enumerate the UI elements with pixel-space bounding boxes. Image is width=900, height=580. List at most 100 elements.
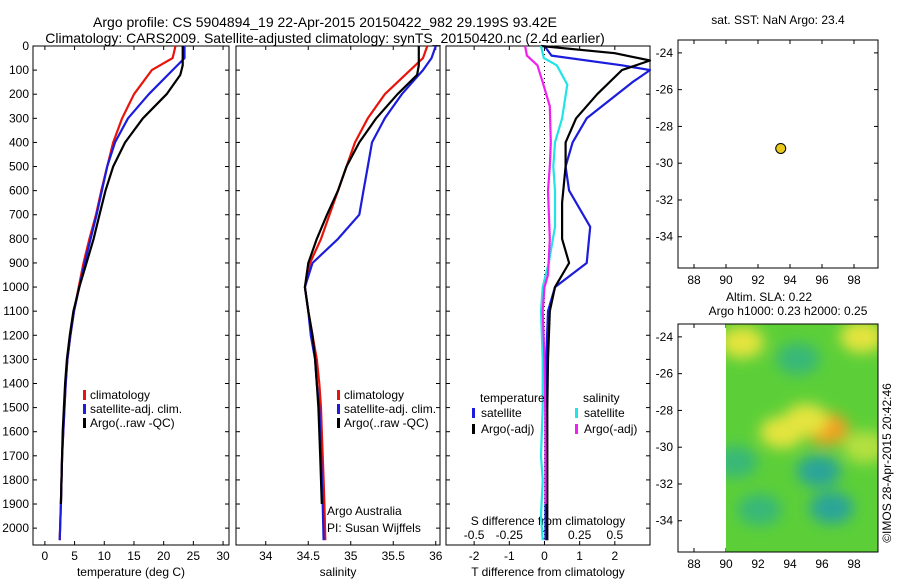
y-tick-label: 1400 [2,376,29,390]
x-axis-label: salinity [320,565,357,579]
heatmap-cell [737,493,782,526]
legend-header: temperature [480,391,545,405]
legend-swatch [472,424,475,434]
x-tick-label: 88 [687,273,701,287]
heatmap-cell [840,324,878,353]
series-line [303,46,420,505]
y-tick-label: -24 [656,330,674,344]
y-tick-label: 600 [9,184,29,198]
y-tick-label: 1200 [2,328,29,342]
legend-label: Argo(-adj) [481,422,534,436]
sla-title-line1: Altim. SLA: 0.22 [726,290,812,304]
y-tick-label: 1800 [2,473,29,487]
y-tick-label: 2000 [2,521,29,535]
x-tick-label: 15 [127,549,141,563]
y-tick-label: -32 [656,477,674,491]
y-tick-label: 1600 [2,425,29,439]
legend-swatch [575,408,578,418]
legend-swatch [83,390,86,400]
y-tick-label: -30 [656,440,674,454]
x-tick-label: 96 [815,557,829,571]
y-tick-label: 1700 [2,449,29,463]
legend-swatch [337,418,340,428]
sla-map: 88 90 92 94 96 98 -24 -26 -28 -30 -32 -34 Altim. SLA… [656,290,879,571]
argo-position-marker [775,142,787,154]
x-tick-label: 88 [687,557,701,571]
plot-frame [32,45,230,546]
legend-swatch [83,404,86,414]
heatmap-cell [843,431,878,464]
y-tick-label: 1300 [2,352,29,366]
y-tick-label: 1100 [3,304,29,318]
heatmap-cell [809,491,854,524]
y-tick-label: -26 [656,367,674,381]
x-tick-label: 34.5 [297,549,321,563]
y-tick-label: 1000 [2,280,29,294]
legend-swatch [575,424,578,434]
y-tick-label: 700 [9,208,29,222]
annotation-label: PI: Susan Wijffels [327,521,421,535]
x-tick-label: 34 [259,549,273,563]
y-tick-label: 1900 [2,497,29,511]
plot-frame [235,45,441,546]
y-tick-label: 1500 [2,401,29,415]
legend-swatch [472,408,475,418]
side-timestamp-label: ©IMOS 28-Apr-2015 20:42:46 [880,383,894,543]
legend-label: Argo(-adj) [584,422,637,436]
legend-label: Argo(..raw -QC) [90,416,175,430]
y-tick-label: -30 [656,156,674,170]
legend-label: satellite-adj. clim. [344,402,436,416]
heatmap-field [726,324,878,552]
legend-label: climatology [90,388,150,402]
x-tick-label: 5 [71,549,78,563]
x-tick-label: 35.5 [382,549,406,563]
x-tick-label: 98 [847,273,861,287]
legend-label: climatology [344,388,404,402]
y-tick-label: 300 [9,111,29,125]
x-tick-label: 36 [429,549,443,563]
x-tick-label: 2 [611,549,618,563]
temperature-panel: 0100200300400500600700800900100011001200… [2,39,230,579]
x-tick-label: 0 [42,549,49,563]
legend-swatch [337,390,340,400]
heatmap-cell [776,342,820,375]
x-tick-label: 96 [815,273,829,287]
x-tick-label: 10 [98,549,112,563]
series-line [59,46,184,505]
salinity-panel: 34 34.5 35 35.5 36 salinity climatologysatelli… [235,45,443,579]
legend-swatch [337,404,340,414]
x-tick-label: 20 [157,549,171,563]
plot-frame [677,323,879,553]
x-tick-label: 35 [344,549,358,563]
chart-title-line2: Climatology: CARS2009. Satellite-adjuste… [45,30,605,46]
x-tick-label: -2 [469,549,480,563]
x-tick-label: 0 [541,549,548,563]
series-line [540,44,652,541]
x-tick-label: 92 [751,273,765,287]
legend-label: satellite-adj. clim. [90,402,182,416]
y-tick-label: -34 [656,514,674,528]
s-tick-label: -0.5 [464,528,485,542]
series-line [524,45,552,504]
y-tick-label: -28 [656,403,674,417]
y-tick-label: 400 [9,135,29,149]
heatmap-cell [726,445,758,478]
legend-label: satellite [481,406,522,420]
s-tick-label: -0.25 [496,528,524,542]
y-tick-label: -34 [656,230,674,244]
y-tick-label: -32 [656,193,674,207]
series-line [539,45,569,541]
y-tick-label: 200 [9,87,29,101]
map-title: sat. SST: NaN Argo: 23.4 [711,13,845,27]
x-tick-label: 1 [576,549,583,563]
x-tick-label: -1 [504,549,515,563]
x-tick-label: 90 [719,273,733,287]
x-tick-label: 94 [783,557,797,571]
x-tick-label: 92 [751,557,765,571]
heatmap-cell [760,416,804,449]
legend-header: salinity [583,391,620,405]
legend-label: Argo(..raw -QC) [344,416,429,430]
heatmap-cell [796,455,841,488]
x-axis-label: temperature (deg C) [77,565,185,579]
